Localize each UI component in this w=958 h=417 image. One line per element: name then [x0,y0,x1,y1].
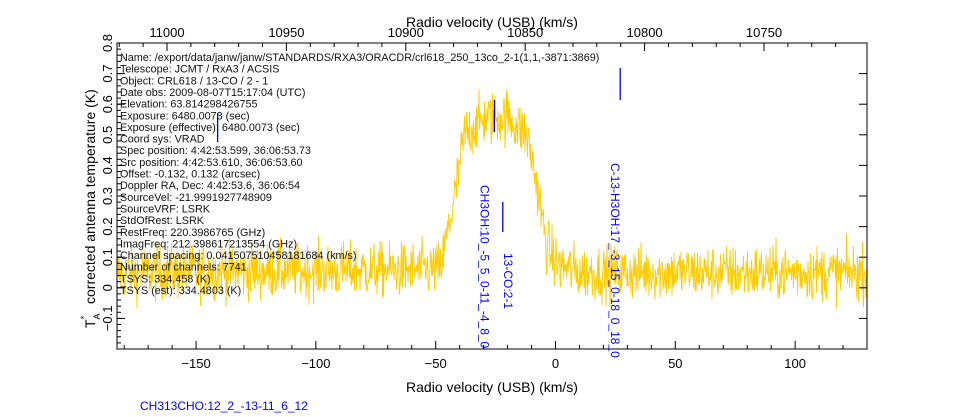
info-line: Elevation: 63.814298426755 [120,99,257,111]
line-marker-label: 13-CO:2-1 [501,253,515,309]
x-tick-label: −50 [425,356,447,371]
y-tick-label: 0.1 [100,248,115,266]
y-tick-label: 0 [100,284,115,291]
x2-tick-label: 10750 [746,25,782,40]
y-tick-label: 0.8 [100,34,115,52]
info-line: Date obs: 2009-08-07T15:17:04 (UTC) [120,87,305,99]
info-line: RestFreq: 220.3986765 (GHz) [120,227,265,239]
x-tick-label: 50 [668,356,682,371]
x2-tick-label: 10850 [507,25,543,40]
info-line: ImagFreq: 212.398617213554 (GHz) [120,238,297,250]
x2-tick-label: 10950 [268,25,304,40]
info-line: Object: CRL618 / 13-CO / 2 - 1 [120,75,268,87]
y-tick-label: 0.4 [100,156,115,174]
line-markers: CH313CHO:12_2_-13-11_6_12 CH3OH:10_-5_5_0… [140,68,622,413]
x-tick-label: −150 [181,356,210,371]
info-line: SourceVRF: LSRK [120,203,211,215]
line-marker-label: CH3OH:10_-5_5_0-11_-4_8_0 [477,185,491,349]
line-marker-label: C-13-H3OH:17_-3_15_0-18_0_18_0 [608,163,622,358]
y-tick-label: −0.1 [100,306,115,332]
y-axis-text: corrected antenna temperature (K) [82,89,98,304]
info-line: Number of channels: 7741 [120,262,247,274]
spectrum-trace [116,89,868,309]
x-tick-label: −100 [301,356,330,371]
info-line: Spec position: 4:42:53.599, 36:06:53.73 [120,145,311,157]
bottom-axis-label: Radio velocity (USB) (km/s) [406,379,578,395]
x-tick-label: 100 [784,356,806,371]
x2-tick-label: 10800 [627,25,663,40]
y-tick-label: 0.5 [100,126,115,144]
spectrum-line [116,89,868,309]
info-line: Coord sys: VRAD [120,134,205,146]
info-line: TSYS (est): 334.4803 (K) [120,285,241,297]
info-line: Telescope: JCMT / RxA3 / ACSIS [120,64,279,76]
info-line: Offset: -0.132, 0.132 (arcsec) [120,169,260,181]
info-line: Exposure (effective): 6480.0073 (sec) [120,122,300,134]
x-tick-label: 0 [552,356,559,371]
axis-ticks: −150 −100 −50 0 50 100 11000 10950 10900 10850 108… [100,25,868,371]
header-info: Name: /export/data/janw/janw/STANDARDS/R… [120,52,599,297]
y-axis-symbol: TA* [79,313,102,328]
top-axis-label: Radio velocity (USB) (km/s) [406,14,578,30]
info-line: SourceVel: -21.9991927748909 [120,192,272,204]
y-tick-label: 0.2 [100,218,115,236]
y-axis-label: TA* corrected antenna temperature (K) [79,89,102,328]
info-line: Src position: 4:42:53.610, 36:06:53.60 [120,157,302,169]
y-tick-label: 0.6 [100,95,115,113]
info-line: Name: /export/data/janw/janw/STANDARDS/R… [120,52,599,64]
y-tick-label: 0.3 [100,187,115,205]
x2-tick-label: 11000 [149,25,184,40]
info-line: StdOfRest: LSRK [120,215,205,227]
x2-tick-label: 10900 [388,25,424,40]
info-line: Exposure: 6480.0073 (sec) [120,110,250,122]
y-tick-label: 0.7 [100,65,115,83]
info-line: TSYS: 334.458 (K) [120,273,211,285]
line-marker-label: CH313CHO:12_2_-13-11_6_12 [140,399,308,413]
info-line: Channel spacing: 0.0415075104581816­84 (… [120,250,357,262]
info-line: Doppler RA, Dec: 4:42:53.6, 36:06:54 [120,180,300,192]
